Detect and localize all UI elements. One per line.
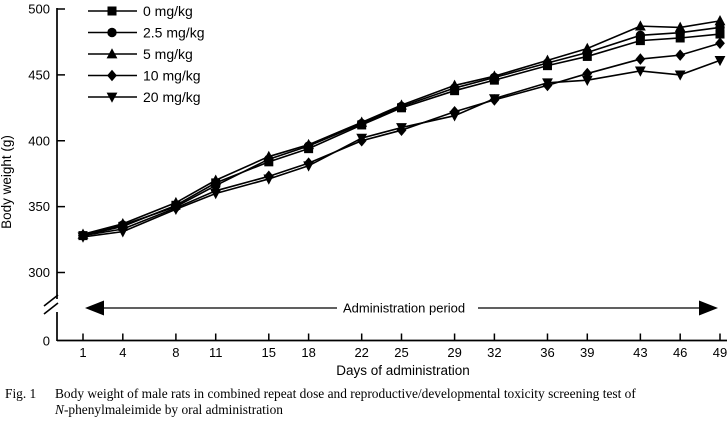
marker-triangle-down [77, 232, 89, 243]
x-axis-title: Days of administration [336, 363, 470, 378]
caption-line-1: Body weight of male rats in combined rep… [55, 386, 636, 401]
x-tick-label: 32 [487, 345, 501, 360]
marker-triangle-down [634, 66, 646, 77]
marker-triangle-down [674, 70, 686, 81]
administration-period-label: Administration period [343, 301, 465, 316]
marker-triangle-up [488, 70, 500, 81]
figure-caption: Fig. 1 Body weight of male rats in combi… [0, 386, 727, 418]
arrow-left-head [85, 300, 104, 316]
marker-triangle-up [106, 48, 118, 59]
figure-caption-text: Body weight of male rats in combined rep… [55, 386, 727, 418]
marker-triangle-up [303, 138, 315, 150]
x-tick-label: 46 [673, 345, 687, 360]
marker-diamond [635, 53, 646, 65]
marker-circle [635, 30, 646, 41]
marker-triangle-up [396, 99, 407, 110]
x-tick-label: 11 [209, 345, 223, 360]
marker-square [635, 36, 645, 46]
marker-triangle-down [170, 204, 182, 216]
marker-triangle-up [634, 20, 646, 31]
marker-circle [107, 27, 117, 38]
marker-triangle-down [714, 55, 726, 67]
y-tick-label: 300 [28, 265, 50, 280]
arrow-right-head [699, 300, 718, 316]
marker-triangle-down [449, 111, 460, 122]
legend-label: 20 mg/kg [143, 89, 201, 105]
marker-triangle-down [210, 189, 222, 200]
marker-triangle-down [581, 75, 593, 86]
marker-diamond [715, 37, 725, 50]
marker-triangle-up [210, 174, 222, 185]
body-weight-line-chart: 300 350 400 450 500 0 1 4 8 11 15 18 22 25 29 32 36 39 43 4… [0, 2, 727, 378]
caption-italic-n: N [55, 402, 64, 417]
x-tick-label: 36 [540, 345, 554, 360]
marker-triangle-down [303, 161, 315, 172]
y-tick-label: 450 [28, 67, 50, 82]
marker-triangle-down [117, 227, 129, 238]
marker-triangle-down [106, 92, 118, 103]
x-tick-label: 18 [301, 345, 315, 360]
x-tick-label: 49 [713, 345, 727, 360]
marker-diamond [107, 69, 117, 82]
marker-triangle-up [449, 79, 460, 90]
y-origin-label: 0 [43, 334, 50, 349]
y-axis-title: Body weight (g) [0, 135, 14, 229]
marker-square [107, 6, 117, 16]
legend-label: 5 mg/kg [143, 46, 193, 62]
marker-triangle-up [714, 15, 726, 26]
legend-label: 0 mg/kg [143, 3, 193, 19]
axis-break-slash [43, 302, 59, 315]
legend-label: 10 mg/kg [143, 68, 201, 84]
x-tick-label: 1 [79, 345, 86, 360]
x-tick-label: 29 [447, 345, 461, 360]
marker-triangle-up [356, 116, 368, 127]
figure-number: Fig. 1 [5, 386, 37, 401]
caption-line-2: -phenylmaleimide by oral administration [63, 402, 283, 417]
x-tick-label: 15 [262, 345, 276, 360]
marker-square [715, 29, 725, 39]
marker-triangle-down [542, 78, 553, 89]
marker-triangle-up [674, 21, 686, 32]
marker-triangle-up [117, 217, 129, 229]
x-tick-label: 4 [119, 345, 126, 360]
marker-triangle-down [263, 174, 275, 185]
legend-label: 2.5 mg/kg [143, 25, 204, 41]
marker-diamond [675, 49, 686, 61]
marker-triangle-down [356, 133, 368, 144]
marker-triangle-down [488, 94, 500, 105]
y-tick-label: 350 [28, 199, 50, 214]
y-tick-label: 400 [28, 133, 50, 148]
y-tick-label: 500 [28, 2, 50, 17]
axis-break-slash [43, 294, 59, 307]
x-tick-label: 39 [580, 345, 594, 360]
x-tick-label: 22 [354, 345, 368, 360]
x-tick-label: 8 [172, 345, 179, 360]
marker-triangle-up [542, 54, 553, 65]
marker-triangle-down [396, 123, 407, 134]
marker-triangle-up [170, 196, 182, 208]
marker-triangle-up [263, 150, 275, 161]
x-tick-label: 43 [633, 345, 647, 360]
marker-square [675, 33, 685, 43]
x-tick-label: 25 [394, 345, 408, 360]
marker-triangle-up [581, 42, 593, 53]
